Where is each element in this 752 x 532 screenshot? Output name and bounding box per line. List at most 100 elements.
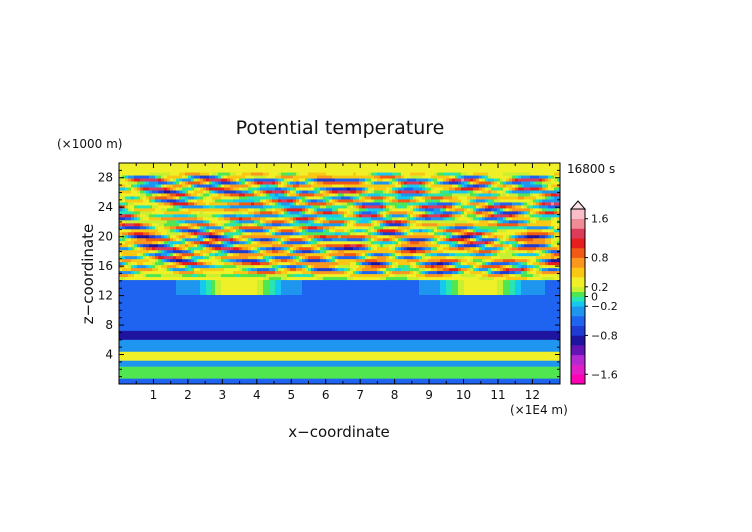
heatmap-cell (281, 270, 285, 275)
heatmap-cell (191, 183, 195, 188)
heatmap-cell (128, 252, 132, 257)
heatmap-cell (311, 327, 315, 331)
heatmap-cell (236, 279, 240, 284)
heatmap-cell (191, 357, 195, 361)
heatmap-cell (200, 381, 204, 384)
heatmap-cell (239, 213, 243, 218)
heatmap-cell (254, 180, 258, 185)
heatmap-cell (296, 348, 300, 352)
heatmap-cell (305, 228, 309, 233)
heatmap-cell (155, 330, 159, 334)
heatmap-cell (314, 315, 318, 319)
heatmap-cell (317, 222, 321, 227)
heatmap-cell (182, 378, 186, 382)
heatmap-cell (290, 228, 294, 233)
heatmap-cell (299, 255, 303, 260)
heatmap-cell (269, 210, 273, 215)
heatmap-cell (158, 339, 162, 343)
heatmap-cell (122, 333, 126, 337)
heatmap-cell (278, 234, 282, 239)
heatmap-cell (278, 279, 282, 284)
heatmap-cell (281, 207, 285, 212)
heatmap-cell (131, 165, 135, 170)
heatmap-cell (137, 168, 141, 173)
heatmap-cell (317, 366, 321, 370)
heatmap-cell (143, 354, 147, 358)
heatmap-cell (224, 372, 228, 376)
heatmap-cell (245, 282, 249, 287)
heatmap-cell (251, 318, 255, 322)
heatmap-cell (302, 231, 306, 236)
heatmap-cell (227, 381, 231, 384)
heatmap-cell (200, 195, 204, 200)
heatmap-cell (239, 342, 243, 346)
heatmap-cell (194, 291, 198, 296)
heatmap-cell (263, 219, 267, 224)
heatmap-cell (209, 228, 213, 233)
heatmap-cell (197, 381, 201, 384)
heatmap-cell (287, 249, 291, 254)
heatmap-cell (128, 300, 132, 304)
heatmap-cell (254, 336, 258, 340)
heatmap-cell (281, 240, 285, 245)
heatmap-cell (131, 333, 135, 337)
heatmap-cell (122, 360, 126, 364)
heatmap-cell (194, 342, 198, 346)
heatmap-cell (236, 330, 240, 334)
heatmap-cell (218, 366, 222, 370)
heatmap-cell (215, 318, 219, 322)
heatmap-cell (308, 195, 312, 200)
heatmap-cell (263, 195, 267, 200)
heatmap-cell (197, 333, 201, 337)
heatmap-cell (167, 330, 171, 334)
heatmap-cell (176, 333, 180, 337)
heatmap-cell (128, 381, 132, 384)
heatmap-cell (230, 279, 234, 284)
heatmap-cell (191, 243, 195, 248)
heatmap-cell (143, 174, 147, 179)
heatmap-cell (182, 264, 186, 269)
heatmap-cell (236, 327, 240, 331)
heatmap-cell (275, 165, 279, 170)
heatmap-cell (206, 309, 210, 313)
heatmap-cell (239, 285, 243, 290)
heatmap-cell (206, 306, 210, 310)
heatmap-cell (179, 285, 183, 290)
heatmap-cell (305, 180, 309, 185)
heatmap-cell (191, 333, 195, 337)
heatmap-cell (137, 282, 141, 287)
heatmap-cell (137, 189, 141, 194)
heatmap-cell (170, 276, 174, 281)
heatmap-cell (266, 333, 270, 337)
heatmap-cell (125, 366, 129, 370)
heatmap-cell (245, 315, 249, 319)
heatmap-cell (167, 204, 171, 209)
heatmap-cell (251, 174, 255, 179)
heatmap-cell (125, 324, 129, 328)
heatmap-cell (275, 219, 279, 224)
heatmap-cell (218, 192, 222, 197)
heatmap-cell (143, 192, 147, 197)
heatmap-cell (164, 327, 168, 331)
heatmap-cell (197, 228, 201, 233)
heatmap-cell (182, 225, 186, 230)
heatmap-cell (137, 285, 141, 290)
heatmap-cell (284, 297, 288, 301)
heatmap-cell (266, 246, 270, 251)
heatmap-cell (158, 375, 162, 379)
heatmap-cell (215, 270, 219, 275)
heatmap-cell (188, 261, 192, 266)
heatmap-cell (260, 163, 264, 167)
heatmap-cell (209, 330, 213, 334)
heatmap-cell (242, 171, 246, 176)
heatmap-cell (134, 363, 138, 367)
heatmap-cell (272, 192, 276, 197)
heatmap-cell (170, 321, 174, 325)
heatmap-cell (209, 243, 213, 248)
heatmap-cell (317, 243, 321, 248)
heatmap-cell (152, 345, 156, 349)
heatmap-cell (152, 366, 156, 370)
heatmap-cell (215, 375, 219, 379)
heatmap-cell (218, 297, 222, 301)
heatmap-cell (149, 243, 153, 248)
